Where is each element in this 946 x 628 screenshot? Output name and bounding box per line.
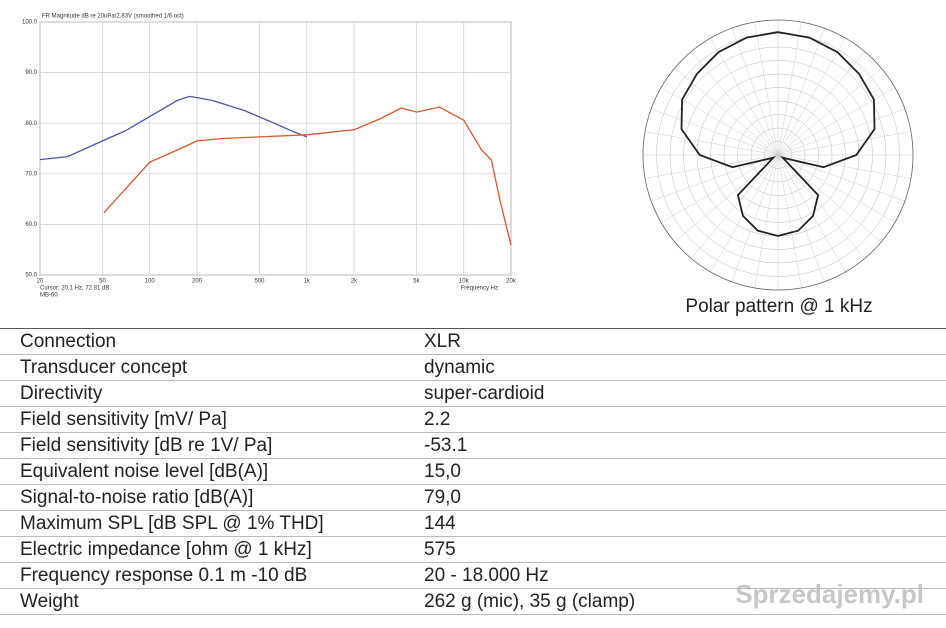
polar-spoke [777,154,846,273]
spec-name: Equivalent noise level [dB(A)] [0,458,420,485]
spec-name: Maximum SPL [dB SPL @ 1% THD] [0,510,420,537]
polar-spoke [710,37,779,156]
polar-spoke [754,22,779,156]
y-tick-label: 90.0 [25,70,37,76]
table-row: Directivity super-cardioid [0,380,946,407]
polar-spoke [777,131,911,156]
y-tick-label: 80.0 [25,121,37,127]
polar-line [680,31,876,237]
x-tick-label: 500 [254,279,265,285]
table-row: Electric impedance [ohm @ 1 kHz] 575 [0,536,946,563]
polar-spoke [777,154,911,179]
y-tick-label: 100.0 [22,20,38,26]
spec-name: Transducer concept [0,354,420,381]
x-tick-label: 20 [37,279,44,285]
polar-spoke [777,154,896,223]
polar-spoke [674,154,779,242]
table-row: Field sensitivity [dB re 1V/ Pa] -53.1 [0,432,946,459]
y-tick-label: 60.0 [25,222,37,228]
polar-spoke [691,51,779,156]
spec-value: 79,0 [420,484,946,511]
polar-spoke [777,154,825,282]
y-tick-label: 50.0 [25,273,37,279]
x-tick-label: 100 [145,279,156,285]
spec-name: Frequency response 0.1 m -10 dB [0,562,420,589]
spec-name: Electric impedance [ohm @ 1 kHz] [0,536,420,563]
polar-outline [642,19,914,291]
spec-value: super-cardioid [420,380,946,407]
spec-value: 144 [420,510,946,537]
table-row: Connection XLR [0,328,946,355]
polar-spoke [777,154,882,242]
series-line [39,95,307,161]
table-row: Maximum SPL [dB SPL @ 1% THD] 144 [0,510,946,537]
series-line [103,106,512,246]
polar-grid [642,19,914,291]
polar-spoke [777,22,802,156]
polar-spoke [660,87,779,156]
polar-spoke [731,154,779,282]
spec-name: Signal-to-noise ratio [dB(A)] [0,484,420,511]
spec-name: Connection [0,328,420,355]
spec-value: 2.2 [420,406,946,433]
spec-value: 20 - 18.000 Hz [420,562,946,589]
polar-spoke [651,154,779,202]
spec-name: Field sensitivity [dB re 1V/ Pa] [0,432,420,459]
x-tick-label: 2k [351,279,358,285]
spec-name: Directivity [0,380,420,407]
table-row: Frequency response 0.1 m -10 dB 20 - 18.0… [0,562,946,589]
table-row: Signal-to-noise ratio [dB(A)] 79,0 [0,484,946,511]
polar-caption: Polar pattern @ 1 kHz [685,296,872,317]
spec-value: XLR [420,328,946,355]
x-axis-label: Frequency Hz [461,286,498,292]
polar-spoke [731,28,779,156]
x-tick-label: 20k [506,279,517,285]
spec-value: 262 g (mic), 35 g (clamp) [420,588,946,615]
spec-value: -53.1 [420,432,946,459]
polar-spoke [754,154,779,288]
table-row: Weight 262 g (mic), 35 g (clamp) [0,588,946,615]
chart-title: FR Magnitude dB re 20uPa/2.83V (smoothed… [42,14,184,20]
polar-spoke [777,154,802,288]
watermark: Sprzedajemy.pl [735,579,924,609]
polar-spoke [777,28,825,156]
table-row: Equivalent noise level [dB(A)] 15,0 [0,458,946,485]
x-tick-label: 200 [192,279,203,285]
polar-spoke [660,154,779,223]
polar-spoke [777,154,865,259]
polar-spoke [651,108,779,156]
spec-value: 575 [420,536,946,563]
polar-spoke [645,131,779,156]
polar-spoke [777,108,905,156]
x-tick-label: 5k [413,279,420,285]
polar-spoke [777,87,896,156]
x-tick-label: 10k [459,279,470,285]
y-tick-label: 70.0 [25,171,37,177]
polar-spoke [645,154,779,179]
charts: FR Magnitude dB re 20uPa/2.83V (smoothed… [22,14,914,317]
polar-spoke [710,154,779,273]
polar-spoke [777,37,846,156]
polar-spoke [777,51,865,156]
spec-table: Connection XLR Transducer concept dynamic Di… [0,328,946,615]
spec-name: Weight [0,588,420,615]
x-tick-label: 1k [304,279,311,285]
table-row: Field sensitivity [mV/ Pa] 2.2 [0,406,946,433]
spec-value: 15,0 [420,458,946,485]
chart-label: MB-60 [40,293,58,299]
table-row: Transducer concept dynamic [0,354,946,381]
polar-spoke [777,154,905,202]
cursor-readout: Cursor: 20.1 Hz, 72.81 dB [40,286,109,292]
x-tick-label: 50 [99,279,106,285]
plot-area [39,21,512,276]
spec-value: dynamic [420,354,946,381]
polar-spoke [691,154,779,259]
spec-name: Field sensitivity [mV/ Pa] [0,406,420,433]
